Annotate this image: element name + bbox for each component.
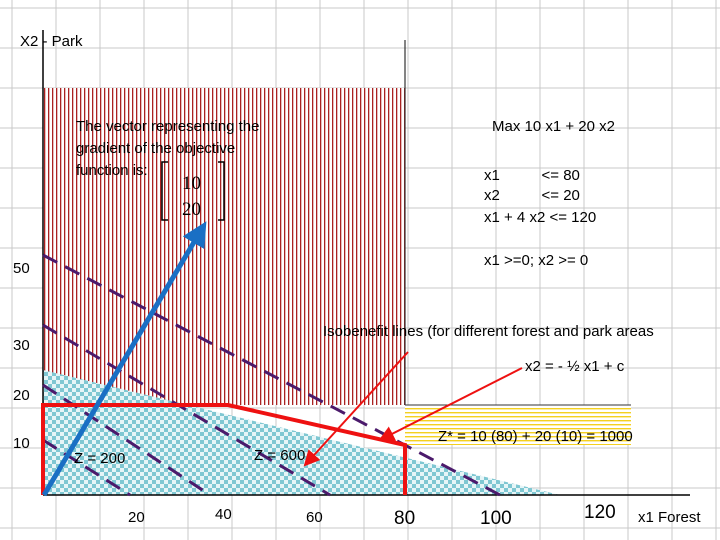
isoline-high: [42, 253, 501, 497]
isoline-z200: [42, 438, 131, 497]
z600-label: Z = 600: [254, 447, 305, 464]
x-tick-label: 120: [584, 502, 616, 523]
z200-label: Z = 200: [74, 450, 125, 467]
y-tick-label: 30: [13, 337, 30, 354]
nonnegativity: x1 >=0; x2 >= 0: [484, 252, 588, 269]
isobenefit-label: Isobenefit lines (for different forest a…: [323, 323, 654, 340]
vector-right-bracket: [218, 161, 225, 221]
gradient-note-line: function is:: [76, 162, 148, 179]
optimum-pointer-arrow: [378, 367, 523, 441]
isobenefit-pointer-arrow: [303, 351, 409, 467]
x-tick-label: 60: [306, 509, 323, 526]
vector-component: 20: [182, 199, 201, 220]
gradient-note: The vector representing the gradient of …: [76, 118, 259, 221]
x-tick-label: 80: [394, 508, 415, 529]
objective-function: Max 10 x1 + 20 x2: [492, 118, 615, 135]
y-tick-label: 10: [13, 435, 30, 452]
constraint: x1 + 4 x2 <= 120: [484, 209, 596, 226]
gradient-note-line: gradient of the objective: [76, 140, 235, 157]
vector-left-bracket: [161, 161, 168, 221]
x-tick-label: 100: [480, 508, 512, 529]
x-axis-title: x1 Forest: [638, 509, 701, 526]
feasible-region-border: [41, 403, 407, 495]
constraint: x1 <= 80: [484, 167, 580, 184]
y-tick-label: 20: [13, 387, 30, 404]
vector-component: 10: [182, 173, 201, 194]
y-axis-title: X2 - Park: [20, 33, 83, 50]
x-tick-label: 20: [128, 509, 145, 526]
isobenefit-equation: x2 = - ½ x1 + c: [525, 358, 625, 375]
isoline-z600: [42, 323, 331, 497]
gradient-note-line: The vector representing the: [76, 118, 259, 135]
park-region: [43, 88, 405, 405]
constraint: x2 <= 20: [484, 187, 580, 204]
y-tick-label: 50: [13, 260, 30, 277]
gradient-vector-arrow: [41, 221, 207, 497]
optimum-label: Z* = 10 (80) + 20 (10) = 1000: [438, 428, 633, 445]
lp-model: Max 10 x1 + 20 x2 x1 <= 80 x2 <= 20 x1 +…: [484, 118, 615, 269]
x-tick-label: 40: [215, 506, 232, 523]
yellow-region: [405, 405, 631, 445]
